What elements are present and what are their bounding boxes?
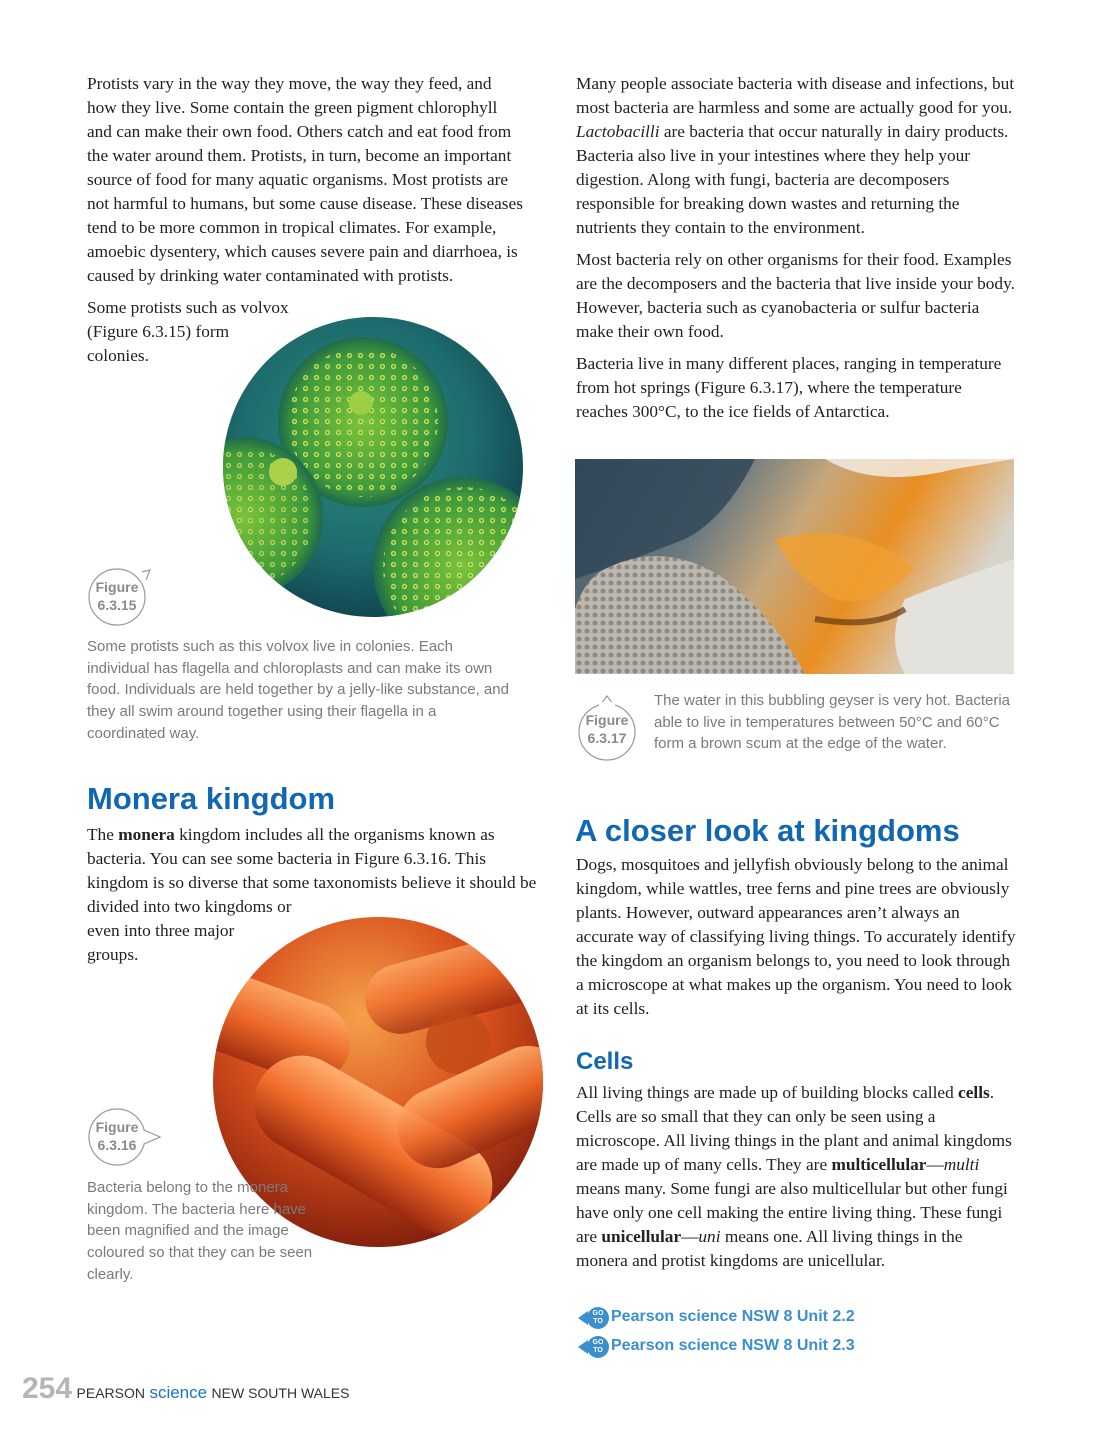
bold-term: multicellular: [831, 1155, 927, 1174]
text-run: . Cells are so small that they can only …: [576, 1083, 1012, 1174]
figure-caption: Some protists such as this volvox live i…: [87, 638, 509, 742]
figure-number: 6.3.17: [587, 730, 627, 746]
text-run: The: [87, 825, 119, 844]
text-run: kingdom includes all the organisms known…: [87, 825, 537, 964]
figure-number: 6.3.15: [97, 597, 137, 613]
figure-word: Figure: [95, 579, 139, 595]
paragraph: Most bacteria rely on other organisms fo…: [576, 250, 1015, 341]
footer: 254 PEARSON science NEW SOUTH WALES: [22, 1372, 349, 1406]
figure-caption: Bacteria belong to the monera kingdom. T…: [87, 1179, 313, 1283]
section-heading: A closer look at kingdoms: [575, 813, 960, 848]
subsection-heading: Cells: [576, 1048, 634, 1075]
italic-term: Lactobacilli: [576, 122, 660, 141]
paragraph: The monera kingdom includes all the orga…: [87, 823, 543, 967]
page-number: 254: [22, 1372, 73, 1405]
figure-label: Figure 6.3.17: [576, 686, 656, 761]
bold-term: unicellular: [601, 1227, 682, 1246]
bacteria-image: [213, 917, 543, 1247]
icon-text: TO: [593, 1318, 603, 1325]
figure-label: Figure 6.3.15: [86, 566, 166, 626]
bold-term: cells: [958, 1083, 990, 1102]
paragraph: All living things are made up of buildin…: [576, 1081, 1016, 1273]
series-name: science: [149, 1383, 208, 1402]
figure-caption: The water in this bubbling geyser is ver…: [654, 692, 1011, 753]
go-to-icon: GO TO: [578, 1334, 609, 1360]
go-to-icon: GO TO: [578, 1305, 609, 1331]
figure-label: Figure 6.3.16: [86, 1106, 166, 1166]
text-run: Many people associate bacteria with dise…: [576, 74, 1015, 117]
geyser-image: [575, 459, 1014, 674]
bold-term: monera: [118, 825, 175, 844]
text-run: means many. Some fungi are also multicel…: [576, 1179, 1008, 1246]
text-run: means one. All living things in the mone…: [576, 1227, 963, 1270]
text-run: —: [926, 1155, 944, 1174]
link-text: Pearson science NSW 8 Unit 2.2: [611, 1308, 855, 1325]
icon-text: TO: [593, 1347, 603, 1354]
publisher: PEARSON: [76, 1385, 145, 1401]
icon-text: GO: [592, 1339, 604, 1346]
cells-text: All living things are made up of buildin…: [576, 1081, 1016, 1281]
italic-term: uni: [698, 1227, 721, 1246]
figure-number: 6.3.16: [97, 1137, 137, 1153]
text-run: —: [681, 1227, 699, 1246]
italic-term: multi: [943, 1155, 980, 1174]
text-run: are bacteria that occur naturally in dai…: [576, 122, 1009, 237]
protists-text: Protists vary in the way they move, the …: [87, 72, 523, 617]
paragraph: Bacteria live in many different places, …: [576, 354, 1002, 421]
monera-text: The monera kingdom includes all the orga…: [87, 823, 543, 1247]
figure-word: Figure: [95, 1119, 139, 1135]
link-text: Pearson science NSW 8 Unit 2.3: [611, 1337, 855, 1354]
volvox-image: [223, 317, 523, 617]
section-heading: Monera kingdom: [87, 781, 336, 816]
bacteria-text: Many people associate bacteria with dise…: [576, 72, 1016, 432]
paragraph: Some protists such as volvox (Figure 6.3…: [87, 298, 289, 365]
icon-text: GO: [592, 1310, 604, 1317]
paragraph: Dogs, mosquitoes and jellyfish obviously…: [576, 855, 1016, 1018]
closer-look-text: Dogs, mosquitoes and jellyfish obviously…: [576, 853, 1016, 1029]
paragraph: Protists vary in the way they move, the …: [87, 74, 523, 285]
paragraph: Many people associate bacteria with dise…: [576, 72, 1016, 240]
region: NEW SOUTH WALES: [211, 1385, 350, 1401]
text-run: All living things are made up of buildin…: [576, 1083, 959, 1102]
figure-word: Figure: [585, 712, 629, 728]
